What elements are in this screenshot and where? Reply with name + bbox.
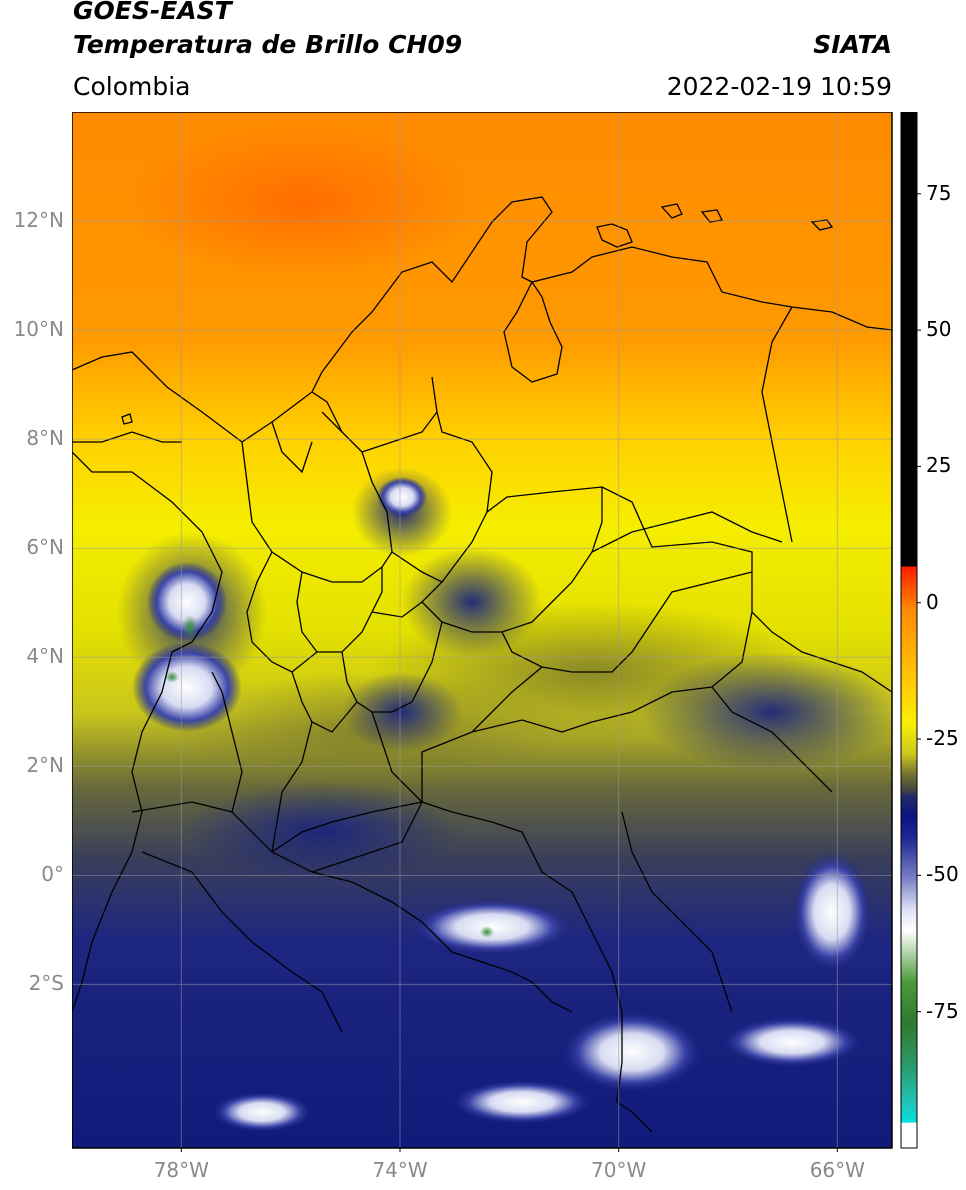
longitude-tick-label: 66°W [809,1158,865,1182]
longitude-tick-label: 74°W [372,1158,428,1182]
longitude-tick-label: 78°W [153,1158,209,1182]
colorbar-tick-label: -75 [926,998,959,1023]
cloud-cluster [342,672,462,752]
longitude-ticks [180,1148,838,1152]
longitude-tick-label: 70°W [591,1158,647,1182]
cold-cloud-top [132,642,242,732]
cold-cloud-top [562,1012,702,1092]
map-frame [72,112,893,1149]
region-label: Colombia [73,72,191,101]
graticule [72,112,892,1148]
colorbar-tick-label: -25 [926,726,959,751]
cold-cloud-top [452,1080,592,1124]
coldest-core [182,615,198,639]
latitude-tick-label: 8°N [26,426,64,451]
product-title: GOES-EAST [73,0,232,25]
datetime-label: 2022-02-19 10:59 [666,72,892,101]
cold-cloud-top [722,1017,862,1067]
colorbar [900,112,921,1149]
channel-title: Temperatura de Brillo CH09 [73,30,463,59]
colorbar-tick-label: 0 [926,589,939,614]
colorbar-tick-label: 50 [926,317,952,342]
cold-cloud-top [792,852,872,972]
cloud-cluster [642,652,892,772]
cold-cloud-top [377,477,427,517]
latitude-tick-label: 4°N [26,644,64,669]
coldest-core [480,926,494,938]
cloud-cluster [402,547,542,657]
brand-label: SIATA [813,30,892,59]
warm-region [122,122,482,282]
coldest-core [165,671,179,683]
latitude-tick-label: 0° [41,862,64,887]
cold-cloud-top [212,1092,312,1132]
colorbar-ticks [917,193,921,1013]
latitude-tick-label: 2°S [28,971,64,996]
latitude-tick-label: 12°N [13,208,64,233]
latitude-tick-label: 6°N [26,535,64,560]
colorbar-tick-label: 75 [926,180,952,205]
cold-cloud-top [147,562,227,642]
cold-cloud-top [412,899,572,955]
latitude-tick-label: 10°N [13,317,64,342]
cloud-cluster [182,782,462,882]
colorbar-fill [900,112,918,1149]
colorbar-tick-label: 25 [926,453,952,478]
satellite-map [72,112,893,1152]
latitude-tick-label: 2°N [26,753,64,778]
colorbar-tick-label: -50 [926,862,959,887]
